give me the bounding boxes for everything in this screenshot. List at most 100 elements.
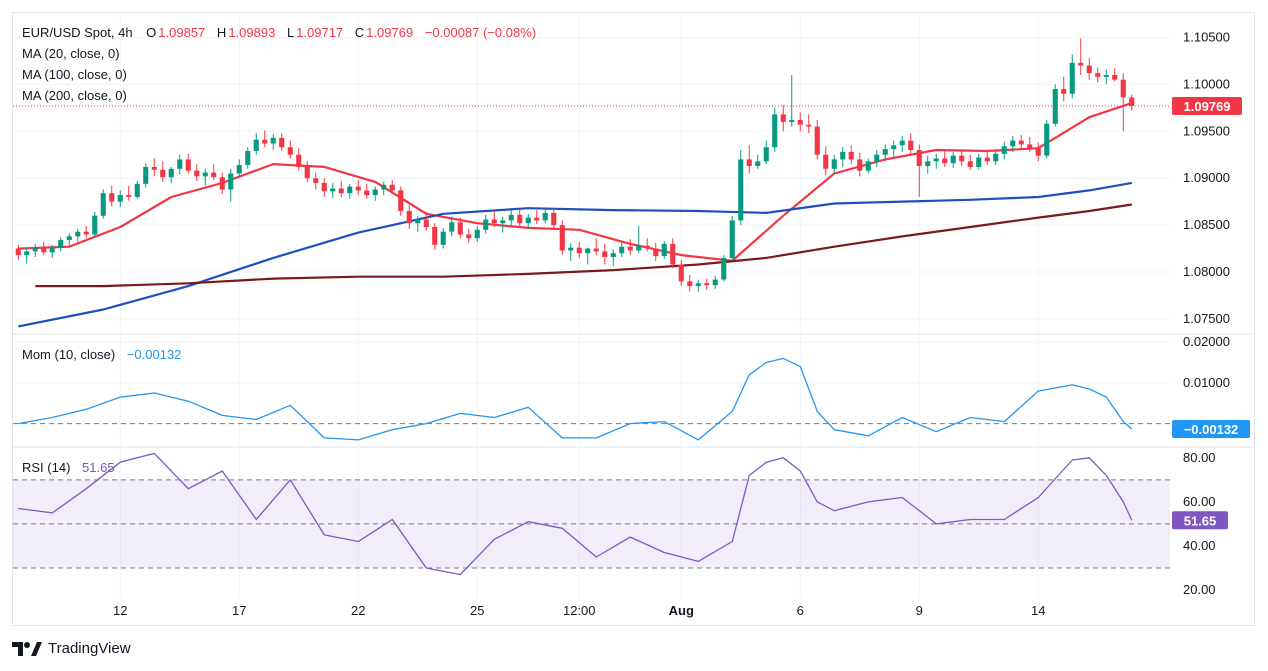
candle [381, 181, 387, 196]
candle-body [1001, 146, 1007, 154]
candle [15, 244, 21, 260]
rsi-badge-label: 51.65 [1184, 513, 1217, 528]
candle [1052, 84, 1058, 127]
candle-body [423, 219, 429, 227]
candle [1112, 68, 1118, 82]
x-tick-label: 6 [797, 603, 804, 618]
candle-body [899, 140, 905, 146]
candle [440, 227, 446, 249]
momentum-value: −0.00132 [126, 347, 182, 362]
candle [1001, 141, 1007, 160]
candle [882, 144, 888, 162]
candle [993, 150, 999, 166]
price-badge [1172, 97, 1242, 116]
open-label: O [146, 25, 157, 40]
candle-body [644, 245, 650, 249]
candle [338, 181, 344, 197]
candle-body [823, 154, 829, 169]
candle-body [874, 154, 880, 162]
rsi-tick-label: 60.00 [1183, 494, 1216, 509]
candle [840, 147, 846, 167]
candle [109, 185, 115, 207]
candle [228, 168, 234, 202]
candle-body [653, 248, 659, 257]
rsi-tick-label: 20.00 [1183, 582, 1216, 597]
candle-body [1027, 144, 1033, 149]
candle [942, 150, 948, 167]
candle-body [848, 151, 854, 160]
rsi-badge [1172, 511, 1228, 530]
tradingview-logo[interactable]: TradingView [12, 640, 131, 657]
candle-body [92, 215, 98, 235]
candle [355, 180, 361, 196]
candle-body [1052, 89, 1058, 124]
candle-body [32, 247, 38, 252]
ma200-legend[interactable]: MA (200, close, 0) [22, 88, 127, 103]
candle-body [143, 166, 149, 184]
chart-frame [12, 12, 1255, 626]
rsi-value: 51.65 [82, 460, 115, 475]
mom-tick-label: 0.01000 [1183, 375, 1230, 390]
candle [83, 226, 89, 239]
x-tick-label: Aug [669, 603, 694, 618]
low-value: 1.09717 [296, 25, 344, 40]
chart-canvas[interactable]: 12 17 22 25 12:00 Aug 6 9 14 1.10500 1.10000 1.0950… [0, 0, 1268, 640]
momentum-pane [13, 357, 1170, 441]
candle [797, 112, 803, 132]
ma100-legend[interactable]: MA (100, close, 0) [22, 67, 127, 82]
candle [933, 153, 939, 169]
candle [66, 233, 72, 246]
candle [143, 163, 149, 188]
ma100-line [18, 181, 1132, 328]
candle [891, 140, 897, 158]
candle-body [908, 140, 914, 151]
candle-body [576, 247, 582, 254]
candle [236, 159, 242, 179]
candle-body [712, 279, 718, 286]
candle [508, 210, 514, 226]
candle [219, 172, 225, 195]
candle-body [933, 158, 939, 162]
candle-body [1078, 62, 1084, 66]
candle-body [415, 219, 421, 224]
candle [874, 150, 880, 167]
candle-body [1103, 74, 1109, 77]
candle [415, 215, 421, 232]
candle [738, 150, 744, 226]
candle [678, 259, 684, 287]
momentum-legend[interactable]: Mom (10, close) −0.00132 [22, 347, 183, 362]
candle [959, 150, 965, 166]
candle [729, 215, 735, 261]
rsi-pane [13, 452, 1170, 576]
high-value: 1.09893 [228, 25, 276, 40]
candle [457, 217, 463, 239]
candle-body [763, 147, 769, 162]
rsi-legend[interactable]: RSI (14) 51.65 [22, 460, 117, 475]
candle-body [508, 214, 514, 221]
rsi-line [18, 452, 1133, 576]
candle [1027, 136, 1033, 152]
candle-body [789, 120, 795, 122]
candle-body [517, 214, 523, 224]
x-tick-label: 25 [470, 603, 484, 618]
candle-body [160, 169, 166, 178]
price-tick-label: 1.10000 [1183, 76, 1230, 91]
candle [814, 120, 820, 160]
candle-body [695, 283, 701, 287]
candle [1129, 94, 1135, 111]
candle-body [440, 231, 446, 245]
candle [916, 144, 922, 197]
candle [551, 208, 557, 229]
candle-body [177, 159, 183, 169]
candle [270, 134, 276, 151]
candle-body [245, 150, 251, 166]
mom-tick-label: 0.02000 [1183, 334, 1230, 349]
price-tick-label: 1.09500 [1183, 123, 1230, 138]
candle-body [797, 120, 803, 125]
candle-body [814, 126, 820, 155]
candle-body [270, 137, 276, 144]
candle-body [534, 217, 540, 221]
candle [865, 158, 871, 174]
ma20-legend[interactable]: MA (20, close, 0) [22, 46, 120, 61]
candle [772, 107, 778, 152]
